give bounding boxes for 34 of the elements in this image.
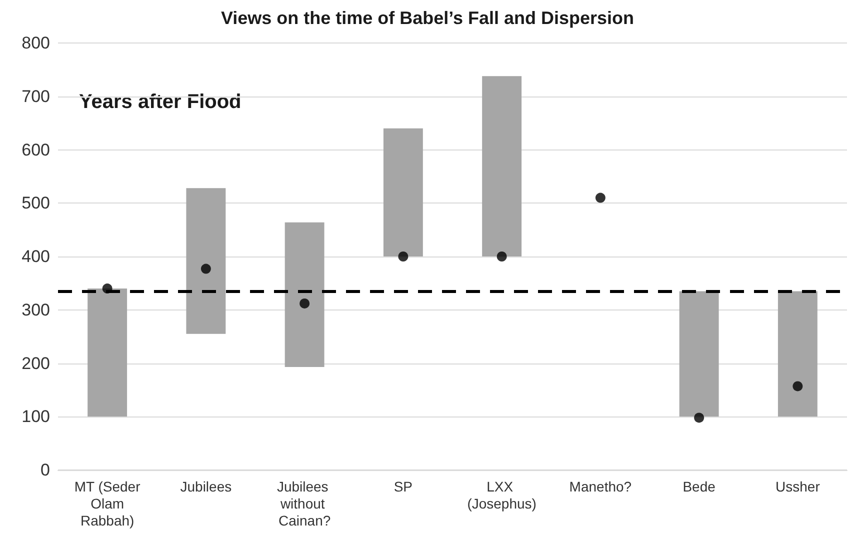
point [792,381,803,392]
x-tick-label: Jubilees without Cainan? [276,478,332,528]
bar [383,128,423,256]
x-tick-label: Manetho? [569,478,632,494]
bar [482,76,522,256]
point [200,264,211,274]
x-tick-label: MT (Seder Olam Rabbah) [74,478,141,528]
y-tick-label: 600 [22,140,50,160]
x-tick-label: SP [394,478,413,494]
bar [186,188,226,334]
bar [679,291,719,417]
point [496,252,507,262]
point [595,192,606,203]
y-tick-label: 200 [22,354,50,373]
y-tick-label: 0 [40,460,50,480]
bar [778,291,818,417]
chart-title: Views on the time of Babel’s Fall and Dispersion [220,8,634,28]
annotation: Years after Flood [79,91,242,113]
point [300,298,310,308]
x-tick-label: Bede [682,478,716,494]
x-tick-label: Ussher [776,478,820,494]
point [694,412,704,423]
point [102,284,112,294]
x-tick-label: Jubilees [180,478,232,494]
y-tick-label: 100 [22,407,50,426]
y-tick-label: 400 [22,247,50,266]
bar [284,222,324,367]
point [398,252,408,262]
y-tick-label: 300 [22,300,50,320]
x-tick-label: LXX (Josephus) [467,478,536,512]
bar [88,288,128,417]
y-tick-label: 700 [22,86,50,106]
y-tick-label: 500 [22,194,50,213]
y-tick-label: 800 [22,34,50,52]
